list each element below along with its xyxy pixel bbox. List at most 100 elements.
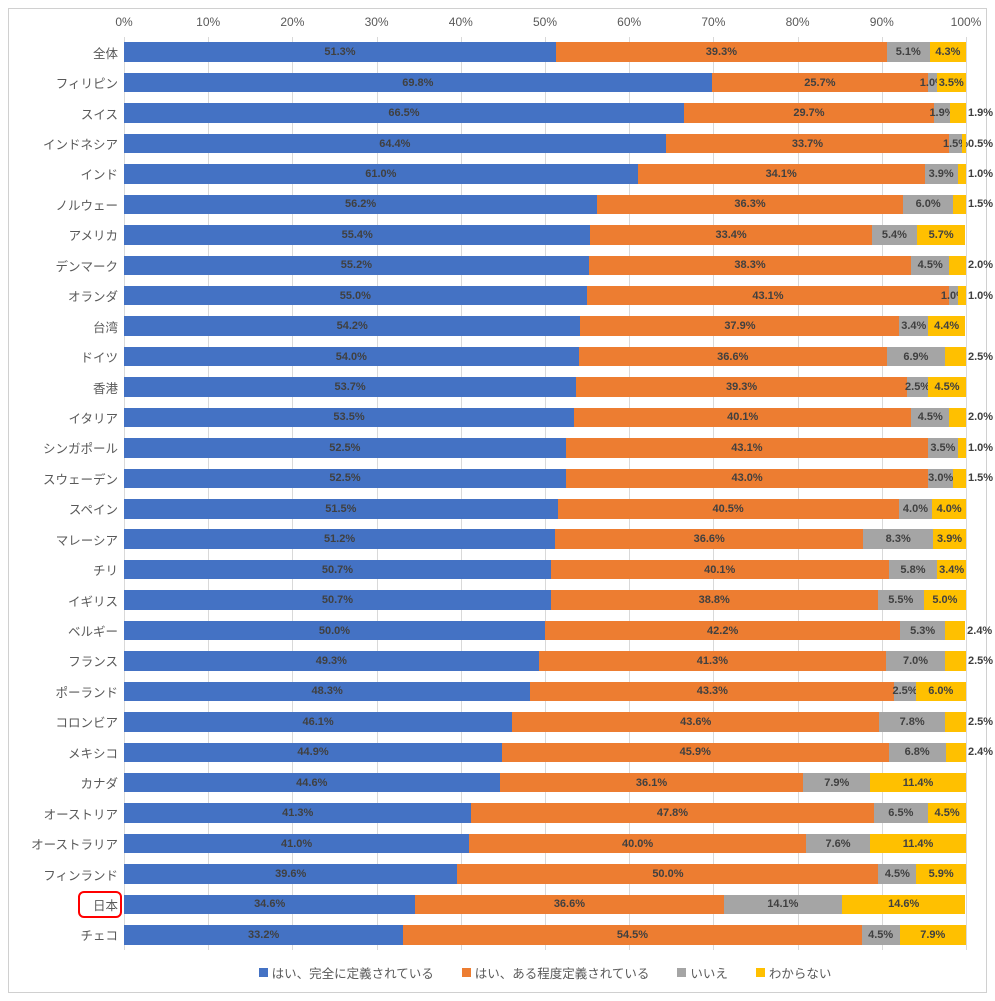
legend-label: はい、完全に定義されている xyxy=(272,963,434,982)
bar-segment: 47.8% xyxy=(471,803,873,822)
bar-segment: 50.7% xyxy=(124,560,551,579)
value-label: 40.0% xyxy=(622,838,653,850)
value-label: 50.0% xyxy=(319,625,350,637)
value-label: 40.5% xyxy=(713,503,744,515)
bar-segment: 5.8% xyxy=(889,560,938,579)
bar-segment: 52.5% xyxy=(124,438,566,457)
category-label: フランス xyxy=(14,651,124,670)
value-label: 5.5% xyxy=(888,594,913,606)
x-axis-tick-label: 10% xyxy=(196,15,220,29)
value-label: 4.5% xyxy=(868,929,893,941)
bar-segment: 3.4% xyxy=(937,560,966,579)
value-label: 7.9% xyxy=(824,777,849,789)
chart-row: ベルギー50.0%42.2%5.3%2.4% xyxy=(124,615,966,645)
chart-row: フランス49.3%41.3%7.0%2.5% xyxy=(124,646,966,676)
value-label: 49.3% xyxy=(316,655,347,667)
bar-segment: 1.0% xyxy=(958,438,966,457)
x-axis-tick-label: 50% xyxy=(533,15,557,29)
x-axis-tick-label: 40% xyxy=(449,15,473,29)
bar-segment: 43.3% xyxy=(530,682,894,701)
value-label: 36.1% xyxy=(636,777,667,789)
bar-segment: 33.7% xyxy=(666,134,949,153)
bar-track: 55.0%43.1%1.0%1.0% xyxy=(124,286,966,305)
bar-track: 69.8%25.7%1.0%3.5% xyxy=(124,73,966,92)
bar-segment: 11.4% xyxy=(870,834,966,853)
bar-segment: 4.5% xyxy=(928,803,966,822)
bar-segment: 40.1% xyxy=(574,408,911,427)
value-label: 3.9% xyxy=(937,533,962,545)
chart-row: ドイツ54.0%36.6%6.9%2.5% xyxy=(124,341,966,371)
chart-row: メキシコ44.9%45.9%6.8%2.4% xyxy=(124,737,966,767)
value-label: 11.4% xyxy=(903,777,934,789)
value-label: 4.3% xyxy=(935,46,960,58)
bar-segment: 52.5% xyxy=(124,469,566,488)
bar-track: 52.5%43.0%3.0%1.5% xyxy=(124,469,966,488)
value-label: 33.2% xyxy=(248,929,279,941)
bar-segment: 6.0% xyxy=(903,195,954,214)
bar-segment: 4.0% xyxy=(899,499,933,518)
value-label: 41.0% xyxy=(281,838,312,850)
bar-segment: 50.0% xyxy=(124,621,545,640)
bar-segment: 4.0% xyxy=(932,499,966,518)
value-label: 5.4% xyxy=(882,229,907,241)
x-axis-tick-label: 20% xyxy=(280,15,304,29)
bar-segment: 1.0% xyxy=(949,286,957,305)
category-label: オーストラリア xyxy=(14,834,124,853)
chart-container: 0%10%20%30%40%50%60%70%80%90%100% 全体51.3… xyxy=(8,8,987,993)
bar-track: 34.6%36.6%14.1%14.6% xyxy=(124,895,966,914)
legend: はい、完全に定義されているはい、ある程度定義されているいいえわからない xyxy=(124,963,966,982)
category-label: 台湾 xyxy=(14,317,124,336)
bar-segment: 50.7% xyxy=(124,590,551,609)
bar-segment: 4.5% xyxy=(911,256,949,275)
bar-track: 54.2%37.9%3.4%4.4% xyxy=(124,316,966,335)
value-label: 6.8% xyxy=(905,746,930,758)
category-label: カナダ xyxy=(14,773,124,792)
value-label: 6.0% xyxy=(928,685,953,697)
value-label: 38.8% xyxy=(699,594,730,606)
chart-row: ノルウェー56.2%36.3%6.0%1.5% xyxy=(124,189,966,219)
bar-segment: 1.0% xyxy=(958,286,966,305)
bar-track: 51.5%40.5%4.0%4.0% xyxy=(124,499,966,518)
value-label: 2.5% xyxy=(966,655,993,667)
category-label: インド xyxy=(14,164,124,183)
legend-item: わからない xyxy=(756,963,832,982)
value-label: 54.2% xyxy=(337,320,368,332)
category-label: フィンランド xyxy=(14,865,124,884)
chart-row: 香港53.7%39.3%2.5%4.5% xyxy=(124,372,966,402)
value-label: 6.0% xyxy=(916,198,941,210)
bar-track: 54.0%36.6%6.9%2.5% xyxy=(124,347,966,366)
value-label: 29.7% xyxy=(793,107,824,119)
bar-segment: 2.5% xyxy=(945,347,966,366)
bar-segment: 36.3% xyxy=(597,195,903,214)
bar-segment: 48.3% xyxy=(124,682,530,701)
value-label: 4.5% xyxy=(885,868,910,880)
bar-track: 51.3%39.3%5.1%4.3% xyxy=(124,42,966,61)
bar-segment: 43.1% xyxy=(566,438,929,457)
bar-segment: 7.8% xyxy=(879,712,945,731)
bar-segment: 40.1% xyxy=(551,560,889,579)
value-label: 43.1% xyxy=(731,442,762,454)
bar-segment: 6.8% xyxy=(889,743,946,762)
value-label: 45.9% xyxy=(680,746,711,758)
value-label: 7.9% xyxy=(920,929,945,941)
bar-segment: 2.4% xyxy=(946,743,966,762)
bar-segment: 39.6% xyxy=(124,864,457,883)
value-label: 4.5% xyxy=(918,411,943,423)
bar-segment: 1.0% xyxy=(928,73,936,92)
value-label: 44.9% xyxy=(297,746,328,758)
bar-segment: 4.5% xyxy=(878,864,916,883)
bar-track: 48.3%43.3%2.5%6.0% xyxy=(124,682,966,701)
bar-segment: 43.6% xyxy=(512,712,879,731)
chart-row: デンマーク55.2%38.3%4.5%2.0% xyxy=(124,250,966,280)
value-label: 4.5% xyxy=(934,381,959,393)
value-label: 41.3% xyxy=(697,655,728,667)
value-label: 4.5% xyxy=(918,259,943,271)
bar-segment: 3.0% xyxy=(928,469,953,488)
value-label: 2.0% xyxy=(966,411,993,423)
bar-track: 50.7%40.1%5.8%3.4% xyxy=(124,560,966,579)
value-label: 50.0% xyxy=(652,868,683,880)
bar-segment: 1.0% xyxy=(958,164,966,183)
category-label: シンガポール xyxy=(14,438,124,457)
bar-segment: 5.0% xyxy=(924,590,966,609)
chart-row: インド61.0%34.1%3.9%1.0% xyxy=(124,159,966,189)
